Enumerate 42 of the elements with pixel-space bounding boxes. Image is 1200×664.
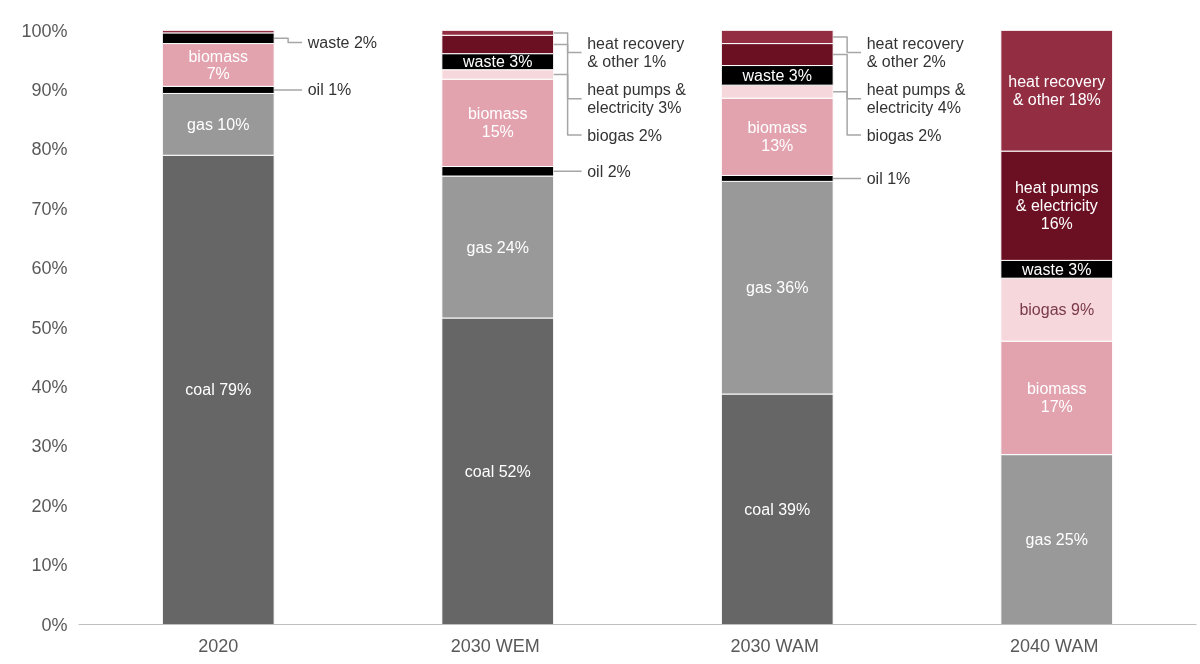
data-label: waste 3%: [741, 66, 812, 84]
data-label: heat recovery & other 2%: [866, 35, 964, 70]
data-label: heat pumps & electricity 16%: [1014, 179, 1099, 233]
data-label: biogas 9%: [1019, 301, 1095, 319]
data-label: biomass 7%: [188, 47, 249, 83]
data-label: oil 2%: [587, 162, 631, 180]
data-label: biomass 15%: [467, 105, 528, 141]
data-label: heat pumps & electricity 3%: [587, 81, 687, 117]
data-label: waste 2%: [306, 33, 378, 51]
data-label: gas 24%: [466, 238, 529, 256]
y-tick-label: 40%: [31, 376, 68, 397]
data-label: gas 36%: [746, 279, 809, 297]
data-label: biomass 13%: [747, 119, 808, 155]
y-tick-label: 10%: [31, 555, 68, 576]
y-tick-label: 70%: [31, 198, 68, 219]
data-label: coal 79%: [185, 381, 252, 399]
data-label: waste 3%: [1021, 260, 1092, 278]
data-label: heat recovery & other 18%: [1008, 73, 1106, 109]
y-tick-label: 60%: [31, 258, 68, 279]
y-tick-label: 100%: [21, 20, 68, 41]
x-tick-label: 2030 WEM: [450, 635, 540, 656]
y-tick-label: 90%: [31, 79, 68, 100]
x-tick-label: 2030 WAM: [730, 635, 819, 656]
y-tick-label: 20%: [31, 495, 68, 516]
y-tick-label: 80%: [31, 139, 68, 160]
x-tick-label: 2020: [198, 635, 239, 656]
data-label: gas 10%: [187, 115, 250, 133]
data-label: coal 39%: [744, 500, 811, 518]
data-label: coal 52%: [464, 462, 531, 480]
y-tick-label: 0%: [41, 614, 68, 635]
data-label: oil 1%: [307, 81, 352, 99]
x-tick-label: 2040 WAM: [1010, 635, 1099, 656]
data-label: oil 1%: [866, 169, 911, 187]
data-label: gas 25%: [1025, 531, 1088, 549]
data-label: waste 3%: [462, 53, 533, 71]
y-tick-label: 50%: [31, 317, 68, 338]
data-label: biogas 2%: [587, 126, 662, 144]
y-tick-label: 30%: [31, 436, 68, 457]
data-label: heat recovery & other 1%: [587, 35, 685, 70]
data-label: biomass 17%: [1026, 380, 1087, 416]
data-label: biogas 2%: [866, 126, 942, 144]
data-label: heat pumps & electricity 4%: [866, 81, 966, 117]
